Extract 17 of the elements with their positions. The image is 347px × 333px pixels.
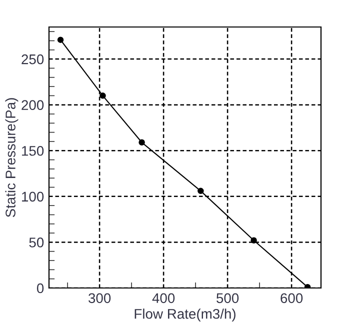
x-tick-label: 600 xyxy=(280,293,303,304)
y-tick-label: 100 xyxy=(22,192,44,202)
point xyxy=(198,188,204,194)
y-tick-label: 0 xyxy=(36,283,44,294)
x-axis-title: Flow Rate(m3/h) xyxy=(134,308,236,322)
x-tick-label: 300 xyxy=(88,293,111,304)
x-tick-label: 500 xyxy=(216,293,239,304)
y-tick-label: 50 xyxy=(29,238,44,248)
y-tick-label: 200 xyxy=(22,100,44,110)
point xyxy=(250,237,257,244)
y-tick-label: 150 xyxy=(22,146,44,156)
y-axis-title: Static Pressure(Pa) xyxy=(5,98,18,218)
point xyxy=(138,139,145,146)
point xyxy=(100,92,106,99)
point xyxy=(57,36,64,43)
y-tick-label: 250 xyxy=(22,54,44,64)
x-tick-label: 400 xyxy=(152,293,175,304)
